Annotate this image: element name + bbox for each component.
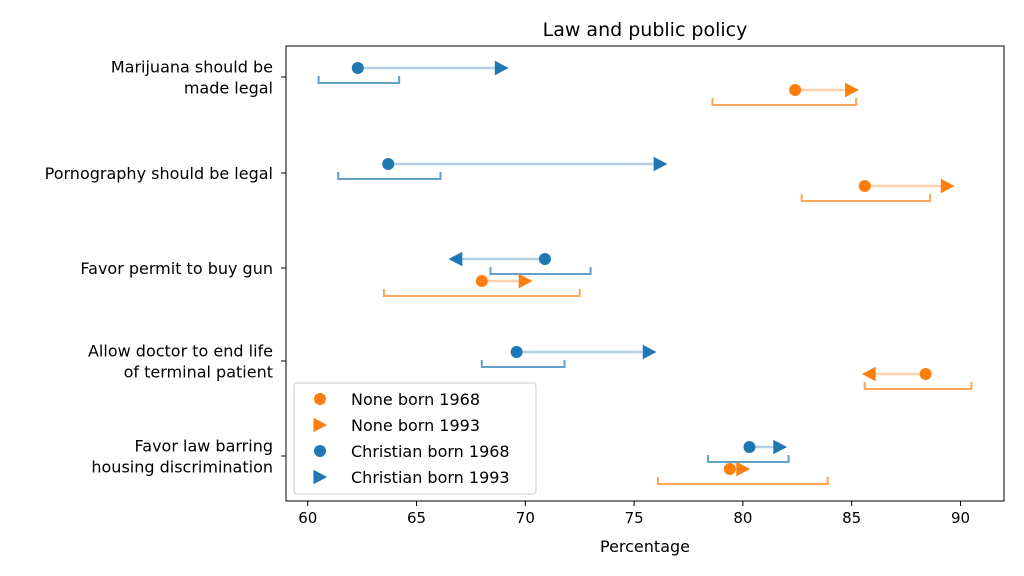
interval-bracket xyxy=(337,172,442,180)
data-point-born-1968 xyxy=(723,463,736,475)
x-tick-label: 80 xyxy=(733,509,752,527)
x-tick-label: 75 xyxy=(625,509,644,527)
data-point-born-1968 xyxy=(743,441,756,453)
y-category-label: of terminal patient xyxy=(124,363,273,382)
x-tick-label: 85 xyxy=(842,509,861,527)
data-point-born-1968 xyxy=(538,253,551,265)
data-point-born-1993 xyxy=(494,60,509,76)
legend-label: None born 1968 xyxy=(351,390,480,409)
x-tick-label: 70 xyxy=(516,509,535,527)
data-point-born-1968 xyxy=(475,275,488,287)
data-point-born-1968 xyxy=(919,368,932,380)
interval-bracket xyxy=(657,477,829,485)
y-category-label: housing discrimination xyxy=(91,458,273,477)
legend-label: Christian born 1993 xyxy=(351,468,510,487)
data-point-born-1968 xyxy=(351,62,364,74)
interval-bracket xyxy=(317,76,401,84)
x-tick-label: 65 xyxy=(407,509,426,527)
legend-label: Christian born 1968 xyxy=(351,442,510,461)
y-category-label: Marijuana should be xyxy=(111,58,273,77)
interval-bracket xyxy=(711,98,858,106)
interval-bracket xyxy=(863,382,973,390)
interval-bracket xyxy=(382,289,581,297)
y-category-label: made legal xyxy=(184,79,273,98)
legend-marker xyxy=(313,417,328,433)
interval-bracket xyxy=(707,455,790,463)
y-category-label: Pornography should be legal xyxy=(45,164,273,183)
interval-bracket xyxy=(800,194,932,202)
x-tick-label: 60 xyxy=(298,509,317,527)
interval-bracket xyxy=(480,360,566,368)
data-point-born-1993 xyxy=(448,251,463,267)
y-category-label: Favor law barring xyxy=(135,437,273,456)
data-point-born-1968 xyxy=(858,180,871,192)
plot-frame xyxy=(285,45,1005,502)
data-point-born-1993 xyxy=(861,366,876,382)
x-axis-label: Percentage xyxy=(600,537,690,556)
data-point-born-1993 xyxy=(653,156,668,172)
legend-marker xyxy=(314,393,326,405)
data-point-born-1993 xyxy=(518,273,533,289)
data-point-born-1968 xyxy=(382,158,395,170)
chart-title: Law and public policy xyxy=(543,19,748,41)
data-point-born-1993 xyxy=(940,178,955,194)
y-category-label: Favor permit to buy gun xyxy=(80,259,273,278)
data-point-born-1993 xyxy=(845,82,859,98)
interval-bracket xyxy=(489,267,592,275)
legend-box xyxy=(293,382,537,495)
data-point-born-1993 xyxy=(642,344,657,360)
y-category-label: Allow doctor to end life xyxy=(88,342,273,361)
x-tick-label: 90 xyxy=(951,509,970,527)
data-point-born-1968 xyxy=(510,346,523,358)
legend-marker xyxy=(313,469,328,485)
data-point-born-1993 xyxy=(736,461,751,477)
data-point-born-1993 xyxy=(773,439,788,455)
legend-marker xyxy=(314,445,326,457)
legend-label: None born 1993 xyxy=(351,416,480,435)
plot-area: 60 65 70 75 80 85 90 Marijuana should be made le… xyxy=(45,45,1005,527)
legend: None born 1968 None born 1993 Christian bo… xyxy=(293,382,537,495)
data-point-born-1968 xyxy=(789,84,802,96)
